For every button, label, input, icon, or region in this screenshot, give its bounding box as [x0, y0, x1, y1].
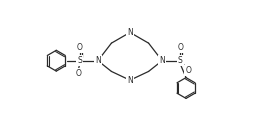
Text: O: O: [75, 69, 81, 78]
Text: S: S: [77, 56, 82, 65]
Text: N: N: [95, 56, 101, 65]
Text: O: O: [185, 66, 191, 75]
Text: O: O: [177, 43, 183, 52]
Text: S: S: [178, 56, 183, 65]
Text: N: N: [127, 76, 133, 85]
Text: N: N: [127, 28, 133, 37]
Text: N: N: [159, 56, 165, 65]
Text: O: O: [77, 43, 83, 52]
